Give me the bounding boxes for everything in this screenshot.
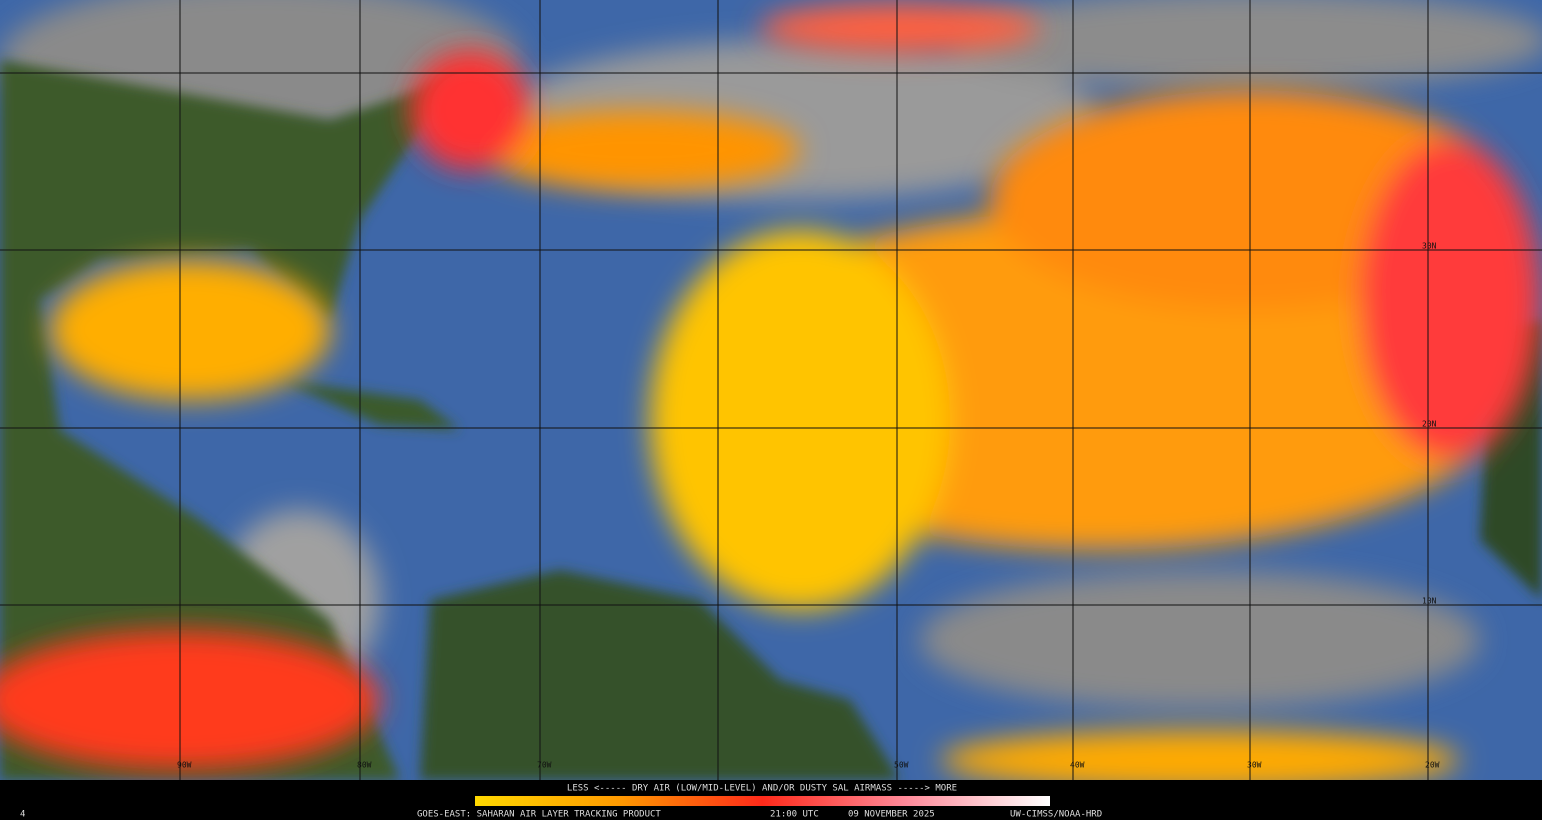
- lon-label: 30W: [1247, 761, 1262, 770]
- credit: UW-CIMSS/NOAA-HRD: [1010, 810, 1102, 820]
- time: 21:00 UTC: [770, 810, 819, 820]
- lon-label: 40W: [1070, 761, 1085, 770]
- lon-label: 20W: [1425, 761, 1440, 770]
- lon-label: 70W: [537, 761, 552, 770]
- map: 90W 80W 70W 50W 40W 30W 20W 30N 20N 10N: [0, 0, 1542, 790]
- lat-label: 30N: [1422, 242, 1437, 251]
- lon-label: 50W: [894, 761, 909, 770]
- frame-number: 4: [20, 810, 25, 820]
- lon-label: 80W: [357, 761, 372, 770]
- legend-bar: LESS <----- DRY AIR (LOW/MID-LEVEL) AND/…: [0, 780, 1542, 820]
- product-name: GOES-EAST: SAHARAN AIR LAYER TRACKING PR…: [417, 810, 661, 820]
- color-scale: [475, 796, 1050, 806]
- date: 09 NOVEMBER 2025: [848, 810, 935, 820]
- graticule: [0, 0, 1542, 780]
- lat-label: 10N: [1422, 597, 1437, 606]
- lat-label: 20N: [1422, 420, 1437, 429]
- lon-label: 90W: [177, 761, 192, 770]
- legend-caption: LESS <----- DRY AIR (LOW/MID-LEVEL) AND/…: [567, 784, 957, 794]
